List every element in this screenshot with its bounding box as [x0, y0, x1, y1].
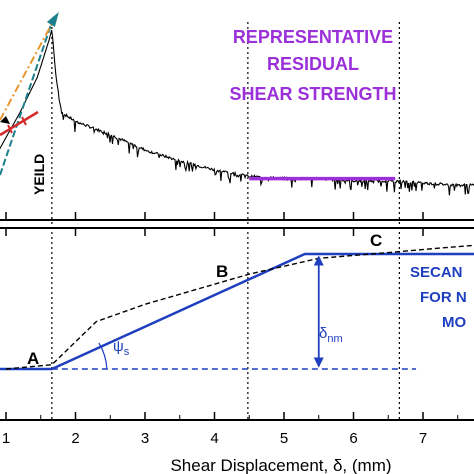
- delta-subscript: nm: [327, 333, 342, 345]
- psi-s-label: ψs: [113, 338, 130, 358]
- delta-nm-label: δnm: [319, 325, 343, 345]
- peak-arrowhead: [46, 12, 59, 27]
- tangent-tick-red: [21, 116, 27, 126]
- x-tick-label: 5: [280, 430, 288, 447]
- x-tick-label: 6: [349, 430, 357, 447]
- point-c-label: C: [370, 231, 382, 250]
- trilinear-model-line: [0, 252, 474, 371]
- x-tick-label: 1: [2, 430, 10, 447]
- delta-nm-arrowhead-bottom: [313, 357, 324, 368]
- x-tick-label: 7: [419, 430, 427, 447]
- smoothed-data-curve: [5, 244, 474, 370]
- tangent-line-teal: [0, 13, 56, 176]
- delta-symbol: δ: [319, 325, 327, 342]
- secant-label-line2: FOR N: [420, 289, 467, 306]
- tangent-line-orange: [0, 15, 57, 121]
- tangent-tick-red: [7, 124, 13, 134]
- top-panel-plot: [0, 12, 474, 196]
- bottom-panel-plot: [0, 244, 474, 371]
- delta-nm-arrowhead-top: [313, 255, 324, 266]
- x-tick-label: 3: [141, 430, 149, 447]
- x-axis-title: Shear Displacement, δ, (mm): [170, 456, 391, 474]
- psi-symbol: ψ: [113, 338, 124, 355]
- secant-label-line1: SECAN: [410, 264, 463, 281]
- psi-angle-arc: [98, 342, 108, 370]
- secant-label-line3: MO: [442, 314, 466, 331]
- bottom-panel-axes: 1 2 3 4 5 6 7: [0, 227, 474, 447]
- x-tick-label: 2: [71, 430, 79, 447]
- point-b-label: B: [216, 262, 228, 281]
- shear-stress-trace: [0, 29, 474, 196]
- yield-label: YEILD: [31, 154, 47, 195]
- psi-subscript: s: [124, 346, 130, 358]
- x-tick-label: 4: [210, 430, 218, 447]
- tangent-line-red: [0, 110, 39, 137]
- residual-label-line1: REPRESENTATIVE: [233, 27, 393, 47]
- point-a-label: A: [27, 349, 39, 368]
- residual-label-line2: RESIDUAL: [267, 54, 359, 74]
- residual-label-line3: SHEAR STRENGTH: [229, 84, 396, 104]
- marker-triangle-black: [0, 116, 10, 124]
- top-panel-axes: [0, 22, 474, 420]
